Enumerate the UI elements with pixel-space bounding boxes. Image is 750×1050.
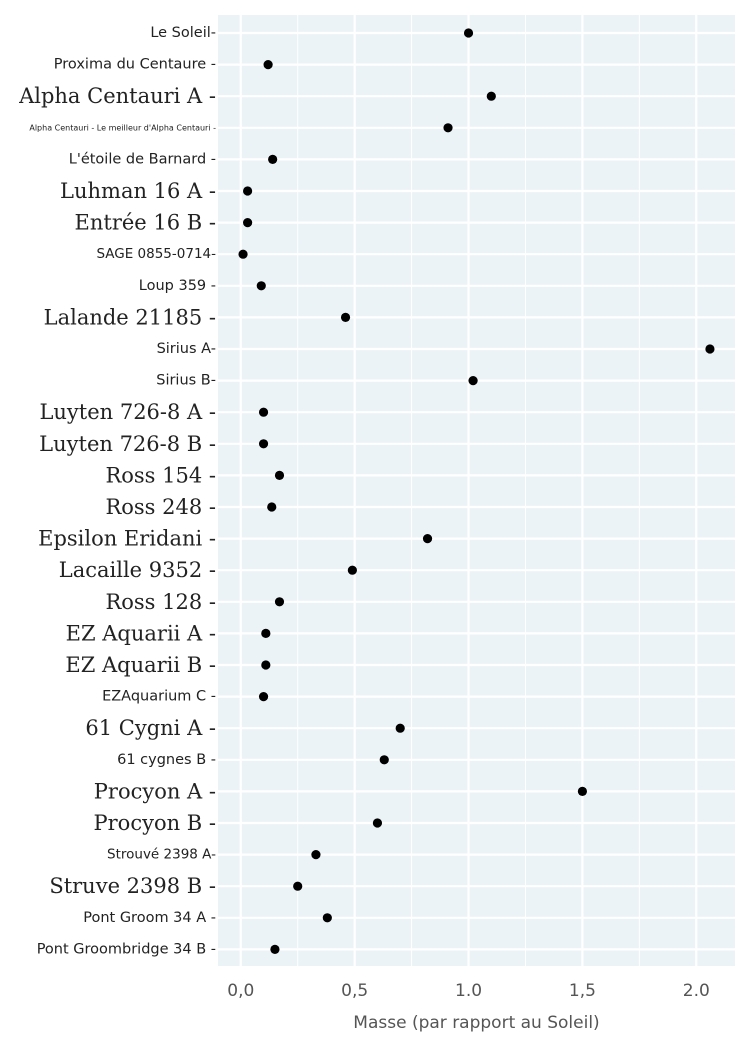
y-tick-label: EZAquarium C -: [102, 689, 216, 705]
data-point: [379, 755, 389, 765]
y-tick-label: Struve 2398 B -: [49, 874, 216, 898]
y-axis-labels: Le Soleil- Proxima du Centaure - Alpha Cen…: [18, 25, 216, 957]
data-point: [395, 723, 405, 733]
y-tick-label: Pont Groombridge 34 B -: [37, 941, 216, 957]
y-tick-label: Ross 248 -: [105, 495, 216, 519]
x-axis-labels: 0,0 0,5 1.0 1,5 2.0: [227, 981, 710, 1001]
data-point: [311, 850, 321, 860]
y-tick-label: Loup 359 -: [139, 278, 216, 294]
y-tick-label: L'étoile de Barnard -: [69, 151, 216, 167]
data-point: [274, 470, 285, 480]
data-point: [270, 944, 280, 955]
data-point: [486, 91, 496, 101]
y-tick-label: Entrée 16 B -: [75, 211, 216, 235]
x-tick-label: 1,5: [569, 981, 596, 1001]
y-tick-label: 61 Cygni A -: [85, 716, 216, 740]
y-tick-label: Alpha Centauri A -: [18, 84, 216, 108]
y-tick-label: 61 cygnes B -: [117, 752, 216, 768]
data-point: [243, 186, 253, 196]
data-point: [443, 123, 453, 133]
y-tick-label: Luyten 726-8 A -: [39, 400, 216, 424]
data-point: [243, 218, 253, 228]
y-tick-label: Ross 128 -: [105, 590, 216, 614]
data-point: [577, 786, 588, 797]
grid: [218, 15, 735, 966]
data-point: [258, 692, 269, 702]
y-tick-label: Luyten 726-8 B -: [39, 432, 216, 456]
x-tick-label: 0,0: [227, 981, 254, 1001]
data-point: [258, 439, 269, 449]
data-point: [261, 660, 271, 670]
data-point: [468, 376, 478, 386]
y-tick-label: Alpha Centauri - Le meilleur d'Alpha Cen…: [29, 123, 216, 132]
data-point: [705, 344, 715, 354]
y-tick-label: Procyon B -: [94, 811, 216, 835]
y-tick-label: Sirius B-: [156, 373, 216, 389]
y-tick-label: SAGE 0855-0714-: [96, 246, 216, 262]
data-point: [347, 565, 357, 575]
x-tick-label: 0,5: [341, 981, 368, 1001]
x-axis-title: Masse (par rapport au Soleil): [353, 1013, 599, 1033]
y-tick-label: Luhman 16 A -: [60, 179, 216, 203]
y-tick-label: Strouvé 2398 A-: [107, 847, 216, 863]
y-tick-label: Lalande 21185 -: [44, 305, 216, 329]
y-tick-label: EZ Aquarii A -: [66, 621, 216, 645]
data-point: [261, 628, 271, 639]
y-tick-label: Sirius A-: [157, 341, 216, 357]
data-point: [422, 534, 433, 544]
data-point: [268, 154, 278, 164]
data-point: [322, 913, 332, 923]
data-points: [238, 28, 715, 955]
y-tick-label: Proxima du Centaure -: [54, 57, 216, 73]
y-tick-label: Pont Groom 34 A -: [83, 910, 216, 926]
data-point: [372, 818, 383, 828]
plot-panel: [218, 15, 735, 966]
y-tick-label: Lacaille 9352 -: [59, 558, 216, 582]
y-tick-label: EZ Aquarii B -: [65, 653, 216, 677]
data-point: [256, 281, 266, 291]
data-point: [340, 312, 351, 322]
x-tick-label: 1.0: [455, 981, 482, 1001]
data-point: [274, 597, 285, 607]
y-tick-label: Procyon A -: [94, 779, 216, 803]
data-point: [463, 28, 474, 38]
data-point: [293, 881, 303, 891]
data-point: [238, 249, 248, 259]
y-tick-label: Le Soleil-: [150, 25, 216, 41]
x-tick-label: 2.0: [683, 981, 710, 1001]
data-point: [267, 502, 277, 512]
data-point: [263, 60, 273, 70]
plot-background: [218, 15, 735, 966]
y-tick-label: Epsilon Eridani -: [38, 527, 216, 551]
data-point: [258, 407, 269, 417]
y-tick-label: Ross 154 -: [105, 463, 216, 487]
